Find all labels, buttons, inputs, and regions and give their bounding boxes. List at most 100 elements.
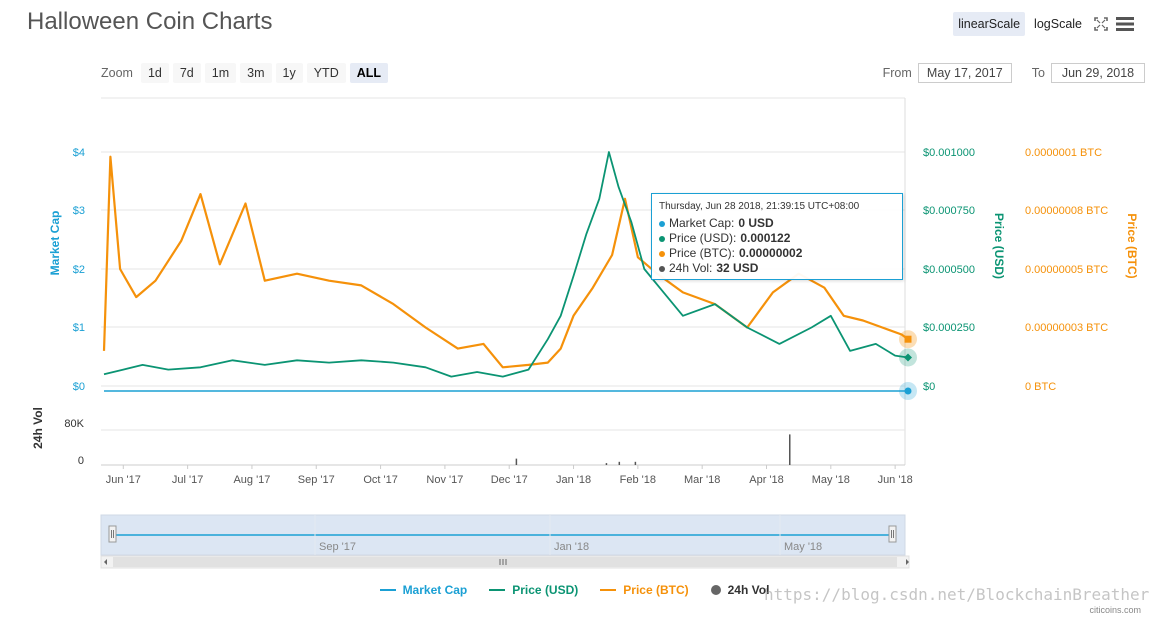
price-btc-tick-label: 0.00000008 BTC [1025,205,1108,217]
legend-label: Market Cap [402,583,468,597]
log-scale-button[interactable]: logScale [1034,17,1082,31]
market-cap-line-icon [379,589,396,591]
tooltip-row-price-usd: Price (USD): 0.000122 [659,231,896,246]
x-tick-label: Nov '17 [426,474,463,486]
legend-item-price-usd[interactable]: Price (USD) [489,583,578,597]
market-cap-axis-title: Market Cap [48,211,62,276]
navigator-tick-label: May '18 [784,541,822,553]
market-cap-dot-icon [659,220,665,227]
volume-bar [605,463,608,465]
price-usd-tick-label: $0.000500 [923,264,975,276]
market-cap-tick-label: $2 [73,264,85,276]
x-tick-label: Oct '17 [363,474,398,486]
fullscreen-icon[interactable] [1091,14,1111,34]
x-tick-label: Dec '17 [491,474,528,486]
chart-controls: linearScale logScale [953,12,1135,36]
volume-axis-title: 24h Vol [31,407,45,449]
x-tick-label: Jun '17 [106,474,141,486]
market-cap-tick-label: $1 [73,322,85,334]
linear-scale-button[interactable]: linearScale [953,12,1026,36]
price-btc-hover-marker [904,335,912,343]
from-label: From [882,66,912,80]
tooltip-label: Price (USD): [669,231,737,245]
volume-tick-label: 0 [78,455,84,467]
tooltip-date: Thursday, Jun 28 2018, 21:39:15 UTC+08:0… [659,201,860,212]
price-usd-axis-title: Price (USD) [992,213,1006,279]
tooltip-label: 24h Vol: [669,261,713,275]
price-usd-tick-label: $0.000250 [923,322,975,334]
tooltip-label: Market Cap: [669,216,735,230]
navigator-tick-label: Jan '18 [554,541,589,553]
zoom-7d-button[interactable]: 7d [172,63,201,83]
x-tick-label: Sep '17 [298,474,335,486]
volume-dot-icon [659,265,665,272]
x-tick-label: Jun '18 [878,474,913,486]
navigator-handle [108,525,117,543]
price-btc-line-icon [600,589,617,591]
tooltip-value: 32 USD [716,261,759,275]
price-usd-dot-icon [659,235,665,242]
zoom-label: Zoom [101,66,133,80]
legend-item-price-btc[interactable]: Price (BTC) [600,583,689,597]
price-btc-tick-label: 0.00000005 BTC [1025,264,1108,276]
credit-link[interactable]: citicoins.com [1089,605,1141,615]
legend-label: Price (USD) [512,583,579,597]
price-btc-hover-halo [899,330,917,349]
legend-item-market-cap[interactable]: Market Cap [379,583,468,597]
to-label: To [1031,66,1045,80]
x-tick-label: Jan '18 [556,474,591,486]
scrollbar-track [100,555,910,569]
menu-icon[interactable] [1115,14,1135,34]
legend-label: Price (BTC) [623,583,689,597]
market-cap-tick-label: $0 [73,381,85,393]
price-btc-tick-label: 0.0000001 BTC [1025,147,1102,159]
watermark: https://blog.csdn.net/BlockchainBreather [764,585,1149,604]
zoom-1m-button[interactable]: 1m [204,63,237,83]
legend-item-volume[interactable]: 24h Vol [710,583,770,597]
price-usd-tick-label: $0.001000 [923,147,975,159]
legend-label: 24h Vol [727,583,770,597]
zoom-ytd-button[interactable]: YTD [306,63,346,83]
tooltip-row-price-btc: Price (BTC): 0.00000002 [659,246,896,261]
x-tick-label: May '18 [812,474,850,486]
market-cap-hover-halo [899,382,917,400]
zoom-controls: Zoom 1d 7d 1m 3m 1y YTD ALL [101,63,389,83]
price-btc-dot-icon [659,250,665,257]
zoom-3m-button[interactable]: 3m [240,63,272,83]
volume-bar [789,434,791,465]
price-btc-axis-title: Price (BTC) [1125,213,1139,278]
zoom-1y-button[interactable]: 1y [275,63,303,83]
price-usd-line-icon [489,589,506,591]
tooltip-row-market-cap: Market Cap: 0 USD [659,216,896,231]
volume-bar [515,458,518,465]
zoom-1d-button[interactable]: 1d [140,63,169,83]
volume-bar [634,461,637,465]
price-usd-hover-halo [899,348,917,367]
tooltip-value: 0.00000002 [739,246,803,260]
navigator-tick-label: Sep '17 [319,541,356,553]
tooltip-value: 0 USD [738,216,774,230]
market-cap-tick-label: $3 [73,205,85,217]
scroll-left-icon [104,559,107,565]
price-usd-tick-label: $0.000750 [923,205,975,217]
scrollbar-thumb [113,557,897,567]
tooltip: Thursday, Jun 28 2018, 21:39:15 UTC+08:0… [651,193,903,280]
navigator[interactable]: Sep '17 Jan '18 May '18 [100,514,910,569]
page-title: Halloween Coin Charts [27,8,273,35]
x-tick-label: Jul '17 [172,474,203,486]
to-date-input[interactable]: Jun 29, 2018 [1051,63,1145,83]
market-cap-tick-label: $4 [73,147,85,159]
zoom-all-button[interactable]: ALL [349,63,389,83]
navigator-handle [888,525,897,543]
price-usd-tick-label: $0 [923,381,935,393]
x-tick-label: Apr '18 [749,474,784,486]
x-tick-label: Aug '17 [233,474,270,486]
x-tick-label: Mar '18 [684,474,720,486]
price-usd-hover-marker [904,353,912,362]
price-btc-tick-label: 0 BTC [1025,381,1056,393]
market-cap-hover-marker [904,387,912,395]
from-date-input[interactable]: May 17, 2017 [917,63,1012,83]
tooltip-value: 0.000122 [740,231,791,245]
x-tick-label: Feb '18 [620,474,656,486]
